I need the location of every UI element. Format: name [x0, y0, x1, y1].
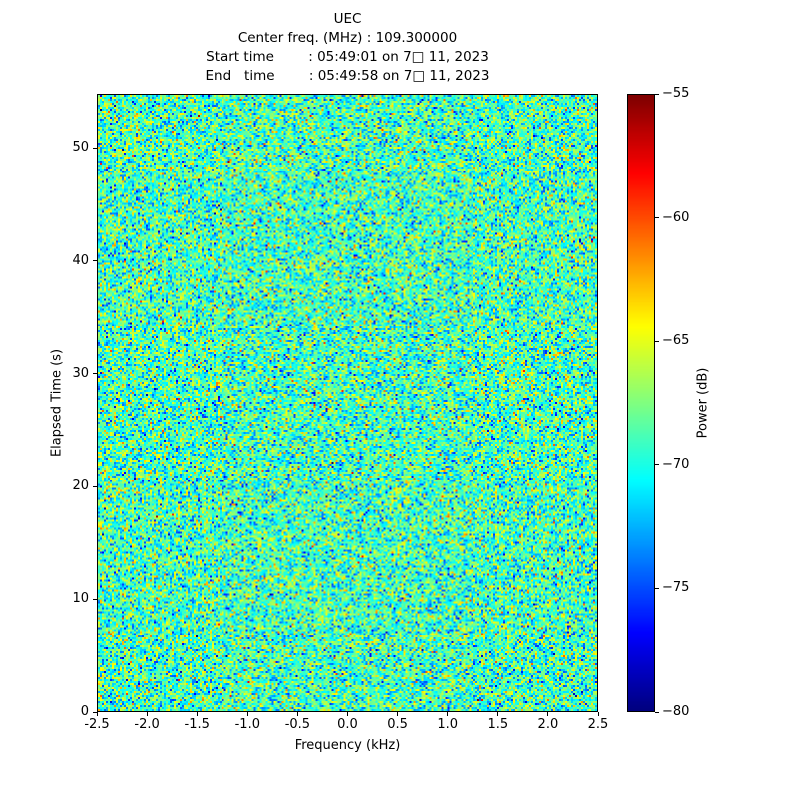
x-tick-mark [146, 712, 148, 716]
y-tick-mark [93, 485, 97, 487]
colorbar-tick-label: −75 [662, 580, 690, 596]
colorbar-gradient-canvas [628, 95, 654, 711]
y-tick-mark [93, 260, 97, 262]
x-tick-mark [497, 712, 499, 716]
chart-header: UEC Center freq. (MHz) : 109.300000 Star… [97, 10, 598, 86]
x-tick-label: 1.0 [437, 717, 459, 732]
x-tick-label: -1.0 [234, 717, 260, 732]
y-tick-mark [93, 373, 97, 375]
end-time-line: End time : 05:49:58 on 7□ 11, 2023 [205, 68, 490, 84]
y-tick-label: 30 [72, 365, 89, 381]
y-tick-label: 20 [72, 478, 89, 494]
x-tick-mark [447, 712, 449, 716]
x-tick-mark [296, 712, 298, 716]
chart-title: UEC [333, 11, 362, 27]
y-tick-label: 0 [80, 704, 89, 719]
colorbar-tick-label: −60 [662, 209, 690, 225]
colorbar-tick-label: −55 [662, 86, 690, 101]
colorbar-tick-mark [655, 93, 659, 95]
y-tick-mark [93, 711, 97, 713]
spectrogram-plot-area [97, 94, 598, 712]
colorbar-tick-mark [655, 464, 659, 466]
x-tick-label: -1.5 [184, 717, 210, 732]
colorbar-tick-label: −70 [662, 456, 690, 472]
y-tick-mark [93, 147, 97, 149]
colorbar-tick-label: −65 [662, 333, 690, 349]
x-tick-mark [547, 712, 549, 716]
x-tick-label: 2.0 [537, 717, 559, 732]
y-tick-label: 50 [72, 140, 89, 156]
x-tick-mark [597, 712, 599, 716]
colorbar-tick-mark [655, 711, 659, 713]
start-time-line: Start time : 05:49:01 on 7□ 11, 2023 [206, 49, 489, 65]
colorbar-tick-mark [655, 587, 659, 589]
colorbar-label: Power (dB) [695, 367, 711, 439]
y-tick-label: 10 [72, 591, 89, 607]
x-tick-mark [246, 712, 248, 716]
colorbar [627, 94, 655, 712]
x-tick-mark [96, 712, 98, 716]
x-tick-mark [397, 712, 399, 716]
y-tick-mark [93, 598, 97, 600]
colorbar-tick-label: −80 [662, 704, 690, 719]
spectrogram-heatmap-canvas [98, 95, 597, 711]
x-tick-label: 0.5 [387, 717, 408, 732]
x-tick-label: 0.0 [337, 717, 358, 732]
x-tick-label: 1.5 [487, 717, 509, 732]
x-tick-mark [196, 712, 198, 716]
x-tick-label: 2.5 [587, 717, 609, 732]
center-freq-line: Center freq. (MHz) : 109.300000 [237, 30, 458, 46]
x-tick-mark [347, 712, 348, 716]
colorbar-tick-mark [655, 217, 659, 219]
x-axis-label: Frequency (kHz) [294, 738, 401, 753]
y-tick-label: 40 [72, 252, 89, 268]
x-tick-label: -0.5 [284, 717, 311, 732]
x-tick-label: -2.0 [134, 717, 160, 732]
colorbar-tick-mark [655, 340, 659, 342]
x-tick-label: -2.5 [84, 717, 110, 732]
